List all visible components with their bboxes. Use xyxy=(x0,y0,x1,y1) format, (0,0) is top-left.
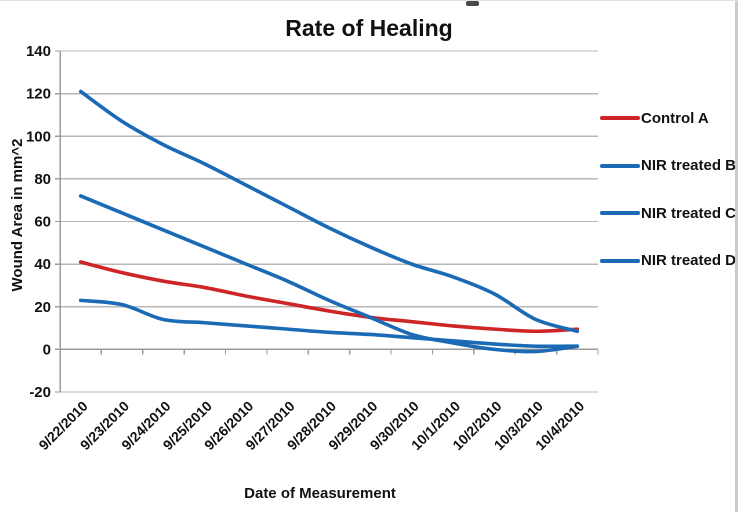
legend-label: NIR treated B xyxy=(641,157,737,174)
y-tick-label: 140 xyxy=(26,43,51,60)
series-line-nir-treated-b xyxy=(78,194,580,354)
y-tick-label: 100 xyxy=(26,128,51,145)
legend-label: NIR treated D xyxy=(641,252,737,269)
legend-label: Control A xyxy=(641,109,709,127)
legend-line-swatch xyxy=(600,116,640,120)
legend-line-swatch xyxy=(600,211,640,215)
series-line-nir-treated-c xyxy=(78,298,580,349)
legend-label: NIR treated C xyxy=(641,204,737,222)
y-tick-label: 40 xyxy=(34,256,51,273)
chart-title: Rate of Healing xyxy=(285,15,453,41)
legend-line-swatch xyxy=(600,258,640,263)
y-tick-label: 80 xyxy=(34,171,51,188)
legend-item-nir-treated-c: NIR treated C xyxy=(600,203,736,223)
series-line-control-a xyxy=(78,260,580,334)
x-axis-title: Date of Measurement xyxy=(244,485,396,502)
series-line-nir-treated-d xyxy=(78,89,580,334)
y-tick-label: 0 xyxy=(43,341,51,358)
legend-line-swatch xyxy=(600,163,640,168)
screenshot-right-border xyxy=(735,1,738,512)
legend-item-nir-treated-b: NIR treated B xyxy=(600,156,736,176)
chart-legend: Control A NIR treated B NIR treated C NIR t… xyxy=(600,1,738,512)
y-tick-label: -20 xyxy=(29,384,51,401)
legend-item-control-a: Control A xyxy=(600,108,709,128)
y-tick-label: 60 xyxy=(34,214,51,231)
y-tick-label: 20 xyxy=(34,299,51,316)
y-tick-label: 120 xyxy=(26,86,51,103)
legend-item-nir-treated-d: NIR treated D xyxy=(600,251,736,271)
y-axis-title: Wound Area in mm^2 xyxy=(9,138,26,292)
cropped-text-artifact xyxy=(466,1,479,6)
